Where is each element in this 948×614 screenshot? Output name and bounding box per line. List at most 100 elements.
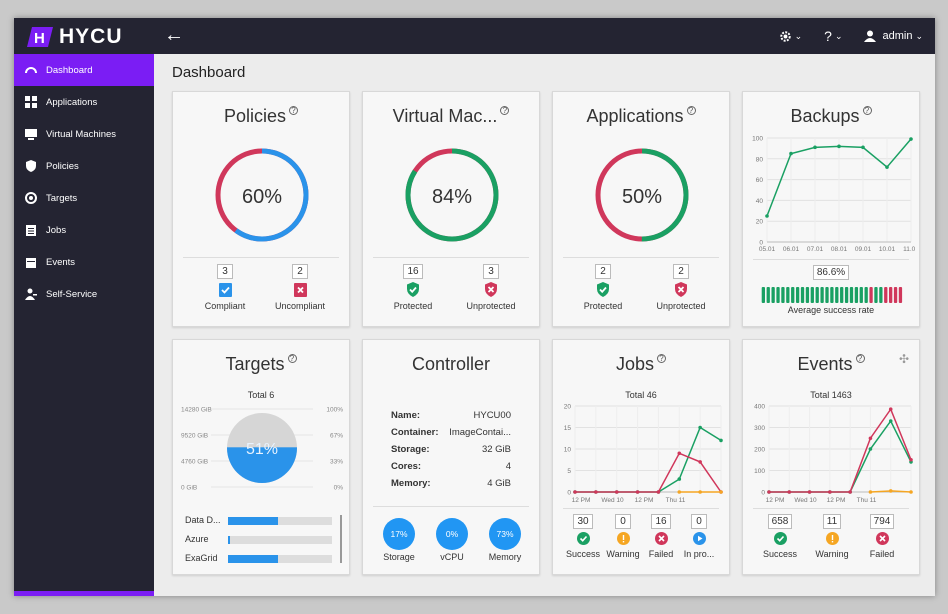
controller-value: 32 GiB: [481, 444, 511, 455]
compliant-stat[interactable]: 3 Compliant: [195, 264, 255, 311]
sidebar-item-applications[interactable]: Applications: [14, 86, 154, 118]
help-icon[interactable]: ?: [862, 106, 872, 115]
series-line: [575, 452, 722, 493]
data-point: [828, 490, 832, 494]
policies-card[interactable]: Policies? 60% 3 Compliant 2 Uncompliant: [172, 91, 350, 327]
uncompliant-count: 2: [292, 264, 308, 279]
sidebar-item-label: Jobs: [46, 224, 67, 236]
data-point: [698, 460, 702, 464]
backup-run-bar: [805, 287, 810, 303]
targets-card[interactable]: Targets? Total 6 14280 GiB 100% 9520 GiB 67…: [172, 339, 350, 575]
sidebar-item-targets[interactable]: Targets: [14, 182, 154, 214]
data-point: [635, 490, 640, 494]
main-content: Dashboard Policies? 60% 3 Compliant 2 Un…: [154, 54, 935, 596]
vcpu-usage-bubble[interactable]: 0%: [436, 518, 468, 550]
events-card[interactable]: Events? ✣ Total 1463 0 100 200 300 400 12 PM W…: [742, 339, 920, 575]
data-point: [813, 145, 817, 150]
y-tick-label: 400: [754, 404, 765, 411]
sidebar-item-label: Self-Service: [46, 288, 98, 300]
x-circle-icon: [875, 532, 889, 545]
sidebar-item-jobs[interactable]: Jobs: [14, 214, 154, 246]
help-icon[interactable]: ?: [855, 354, 865, 363]
protected-label: Protected: [393, 301, 433, 311]
events-warning-stat[interactable]: 11 Warning: [809, 514, 855, 559]
check-circle-icon: [773, 532, 787, 545]
help-icon[interactable]: ?: [500, 106, 510, 115]
sidebar-item-events[interactable]: Events: [14, 246, 154, 278]
stat-label: Failed: [869, 549, 895, 559]
help-menu[interactable]: ? ⌄: [824, 28, 842, 44]
help-icon[interactable]: ?: [287, 354, 297, 363]
person-key-icon: [24, 288, 37, 301]
donut-value-arc: [595, 148, 689, 242]
backups-card[interactable]: Backups? 0 20 40 60 80 100 05.01 06.01 07.01 08.0…: [742, 91, 920, 327]
data-point: [885, 165, 889, 169]
sidebar-item-label: Events: [46, 256, 76, 268]
series-line: [769, 407, 912, 493]
x-tick-label: Thu 11: [857, 497, 877, 504]
x-tick-label: 08.01: [831, 246, 848, 253]
unprotected-stat[interactable]: 3 Unprotected: [458, 264, 524, 311]
backup-run-bar: [874, 287, 878, 303]
target-capacity-fill: [228, 536, 231, 544]
target-row[interactable]: Azure: [185, 534, 209, 544]
back-arrow-icon[interactable]: ←: [164, 24, 184, 46]
percent-tick-label: 33%: [330, 459, 343, 466]
events-failed-stat[interactable]: 794 Failed: [859, 514, 905, 559]
stat-count: 658: [767, 514, 793, 529]
unprotected-stat[interactable]: 2 Unprotected: [648, 264, 714, 311]
y-tick-label: 5: [567, 468, 571, 475]
series-line: [575, 426, 722, 493]
protected-count: 16: [403, 264, 423, 279]
x-tick-label: 12 PM: [635, 497, 654, 504]
backup-run-bar: [771, 287, 775, 303]
data-point: [719, 490, 723, 494]
stat-label: In pro...: [683, 549, 715, 559]
jobs-card[interactable]: Jobs? Total 46 0 5 10 15 20 12 PM Wed 10 12 PM T…: [552, 339, 730, 575]
user-menu[interactable]: admin ⌄: [864, 30, 923, 42]
move-handle-icon[interactable]: ✣: [898, 352, 909, 366]
sidebar-item-label: Dashboard: [46, 64, 93, 76]
help-icon[interactable]: ?: [657, 354, 667, 363]
y-tick-label: 20: [756, 219, 764, 226]
protected-stat[interactable]: 16 Protected: [383, 264, 443, 311]
controller-card[interactable]: Controller Name: HYCU00 Container: ImageCo…: [362, 339, 540, 575]
bubble-label: Storage: [383, 552, 415, 562]
x-tick-label: 05.01: [759, 246, 776, 253]
x-tick-label: 11.01: [903, 246, 915, 253]
stat-label: Success: [565, 549, 600, 559]
protected-stat[interactable]: 2 Protected: [573, 264, 633, 311]
targets-gauge: 14280 GiB 100% 9520 GiB 67% 4760 GiB 33% 0 GiB…: [181, 407, 343, 492]
targets-scrollbar[interactable]: [340, 515, 342, 563]
jobs-success-stat[interactable]: 30 Success: [563, 514, 603, 559]
unprotected-label: Unprotected: [656, 301, 706, 311]
jobs-failed-stat[interactable]: 16 Failed: [641, 514, 681, 559]
y-tick-label: 300: [754, 425, 765, 432]
target-row[interactable]: Data D...: [185, 515, 221, 525]
jobs-total: Total 46: [625, 390, 657, 400]
data-point: [888, 489, 893, 493]
help-icon[interactable]: ?: [289, 106, 299, 115]
jobs-in-progress-stat[interactable]: 0 In pro...: [679, 514, 719, 559]
sidebar-item-dashboard[interactable]: Dashboard: [14, 54, 154, 86]
card-title: Policies?: [173, 106, 349, 127]
y-tick-label: 200: [754, 447, 765, 454]
virtual-machines-card[interactable]: Virtual Mac...? 84% 16 Protected 3 Unpro…: [362, 91, 540, 327]
help-icon[interactable]: ?: [686, 106, 696, 115]
events-success-stat[interactable]: 658 Success: [757, 514, 803, 559]
settings-menu[interactable]: ⌄: [779, 30, 802, 43]
storage-usage-bubble[interactable]: 17%: [383, 518, 415, 550]
target-row[interactable]: ExaGrid: [185, 553, 218, 563]
sidebar-item-self-service[interactable]: Self-Service: [14, 278, 154, 310]
sidebar-item-virtual-machines[interactable]: Virtual Machines: [14, 118, 154, 150]
y-tick-label: 15: [564, 425, 572, 432]
uncompliant-stat[interactable]: 2 Uncompliant: [267, 264, 333, 311]
target-icon: [24, 192, 37, 205]
y-tick-label: 0: [759, 240, 763, 247]
jobs-warning-stat[interactable]: 0 Warning: [603, 514, 643, 559]
memory-usage-bubble[interactable]: 73%: [489, 518, 521, 550]
applications-card[interactable]: Applications? 50% 2 Protected 2 Unprotec…: [552, 91, 730, 327]
sidebar-item-policies[interactable]: Policies: [14, 150, 154, 182]
backup-run-bar: [795, 287, 800, 303]
backup-run-bar: [830, 287, 834, 303]
